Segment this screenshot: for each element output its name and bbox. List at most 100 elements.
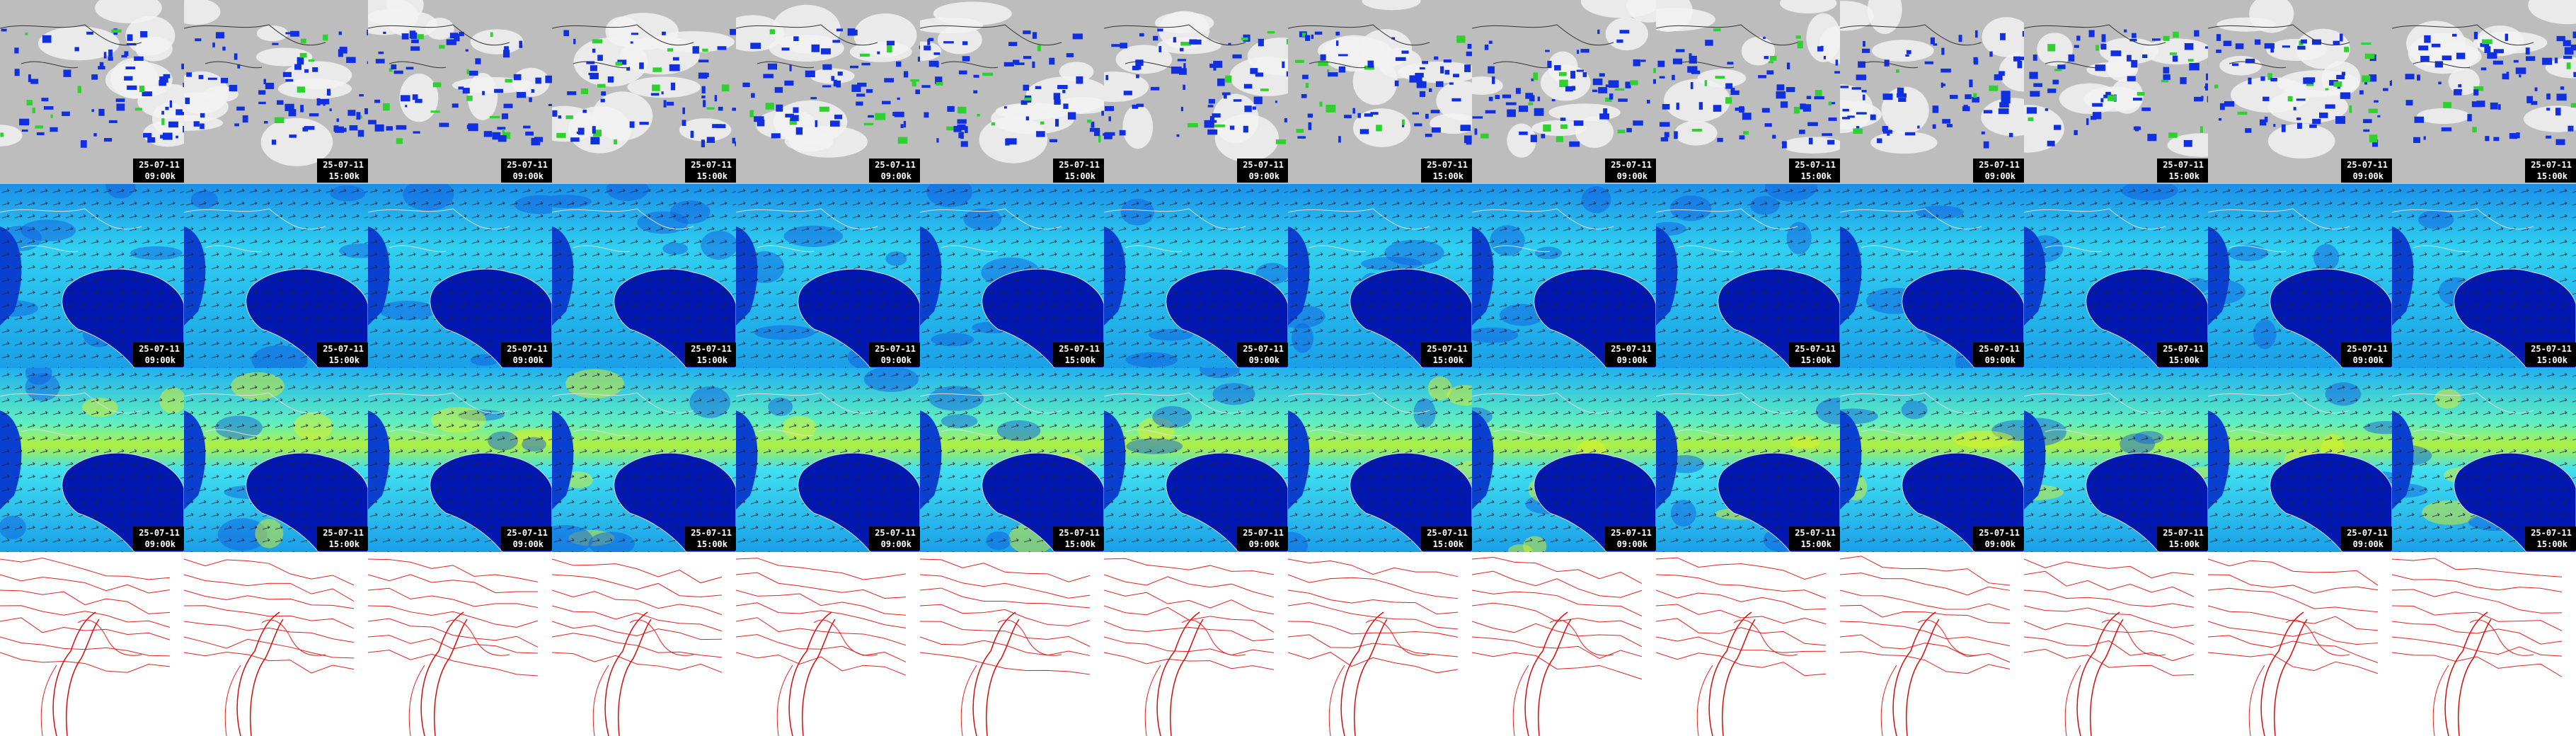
- contour-line: [1840, 651, 2011, 674]
- rain-cell: [490, 32, 493, 38]
- rain-cell: [121, 54, 127, 58]
- rain-cell: [1132, 65, 1139, 71]
- panel-image: [736, 0, 920, 184]
- rain-cell: [1558, 71, 1567, 76]
- timestamp-date: 25-07-11: [2163, 160, 2204, 170]
- rain-cell: [2028, 117, 2034, 122]
- cloud: [1352, 57, 1398, 105]
- panel-image: [184, 184, 368, 368]
- contour-line: [736, 558, 907, 580]
- rain-cell: [294, 64, 301, 70]
- rain-cell: [2473, 31, 2478, 40]
- timestamp-time: 09:00k: [1985, 171, 2016, 181]
- rain-cell: [1840, 86, 1849, 88]
- rain-cell: [1023, 30, 1031, 35]
- rain-cell: [2214, 84, 2219, 88]
- rain-cell: [1217, 78, 1225, 86]
- rain-cell: [374, 99, 381, 103]
- rain-cell: [2542, 57, 2553, 65]
- rain-cell: [2362, 75, 2371, 83]
- timestamp-time: 15:00k: [329, 355, 360, 365]
- rain-cell: [200, 123, 205, 130]
- rain-cell: [1435, 81, 1444, 87]
- timestamp-time: 15:00k: [697, 171, 728, 181]
- rain-cell: [1942, 119, 1951, 124]
- rain-cell: [2335, 116, 2346, 124]
- panel-image: [552, 0, 736, 184]
- rain-cell: [1416, 81, 1423, 84]
- rain-cell: [411, 39, 419, 43]
- rain-cell: [712, 124, 723, 128]
- rain-cell: [2074, 130, 2078, 135]
- rain-cell: [2556, 93, 2567, 101]
- rain-cell: [672, 57, 679, 61]
- rain-cell: [2546, 108, 2551, 111]
- rain-cell: [1933, 43, 1938, 46]
- rain-cell: [702, 48, 708, 52]
- rain-cell: [1136, 74, 1139, 79]
- rain-cell: [368, 120, 376, 125]
- rain-cell: [2526, 56, 2536, 62]
- timestamp-date: 25-07-11: [691, 160, 732, 170]
- wind-arrows: [920, 368, 1104, 552]
- rain-cell: [1395, 57, 1406, 62]
- rain-cell: [2163, 74, 2170, 80]
- rain-cell: [147, 137, 156, 143]
- coastline: [2208, 208, 2350, 253]
- rain-cell: [749, 110, 754, 117]
- rain-cell: [1597, 29, 1600, 35]
- rain-cell: [1308, 122, 1312, 130]
- rain-cell: [669, 64, 680, 71]
- rain-cell: [125, 67, 136, 70]
- timestamp-date: 25-07-11: [2347, 528, 2388, 538]
- contour-line: [2024, 636, 2195, 662]
- rain-cell: [1008, 42, 1018, 47]
- contour-line: [1472, 636, 1643, 659]
- rain-cell: [556, 132, 566, 138]
- rain-cell: [159, 76, 168, 83]
- contour-line: [1288, 602, 1459, 630]
- timestamp-time: 09:00k: [2353, 171, 2384, 181]
- rain-cell: [207, 77, 217, 80]
- rain-cell: [1023, 98, 1032, 101]
- rain-cell: [329, 108, 332, 112]
- contour-line: [368, 605, 539, 628]
- timestamp-box: [317, 343, 368, 367]
- contour-line: [1288, 574, 1459, 599]
- rain-cell: [2566, 62, 2571, 69]
- rain-cell: [1776, 84, 1785, 91]
- timestamp-date: 25-07-11: [691, 528, 732, 538]
- timestamp-date: 25-07-11: [2347, 160, 2388, 170]
- rain-cell: [1344, 115, 1352, 119]
- rain-cell: [701, 139, 706, 148]
- rain-cell: [349, 125, 358, 131]
- rain-cell: [1793, 106, 1800, 114]
- timestamp-time: 15:00k: [1801, 355, 1832, 365]
- rain-cell: [1551, 99, 1556, 102]
- coastline: [2392, 24, 2534, 69]
- rain-cell: [2260, 76, 2265, 81]
- rain-cell: [1835, 59, 1839, 66]
- rain-cell: [483, 131, 493, 137]
- rain-cell: [2270, 77, 2277, 82]
- rain-cell: [1599, 113, 1609, 120]
- map-panel: [736, 552, 920, 736]
- cloud: [2267, 123, 2335, 159]
- contour-line: [2392, 574, 2563, 592]
- cloud: [277, 79, 352, 99]
- wind-arrows: [2208, 184, 2392, 368]
- cloud: [920, 17, 984, 34]
- rain-cell: [1335, 31, 1340, 36]
- rain-cell: [1119, 130, 1126, 136]
- timestamp-time: 09:00k: [1617, 355, 1648, 365]
- rain-cell: [1338, 54, 1348, 57]
- rain-cell: [41, 98, 49, 102]
- rain-cell: [1023, 56, 1032, 59]
- rain-cell: [558, 115, 562, 119]
- rain-cell: [1640, 59, 1646, 62]
- rain-cell: [502, 129, 505, 134]
- panel-image: [368, 368, 552, 552]
